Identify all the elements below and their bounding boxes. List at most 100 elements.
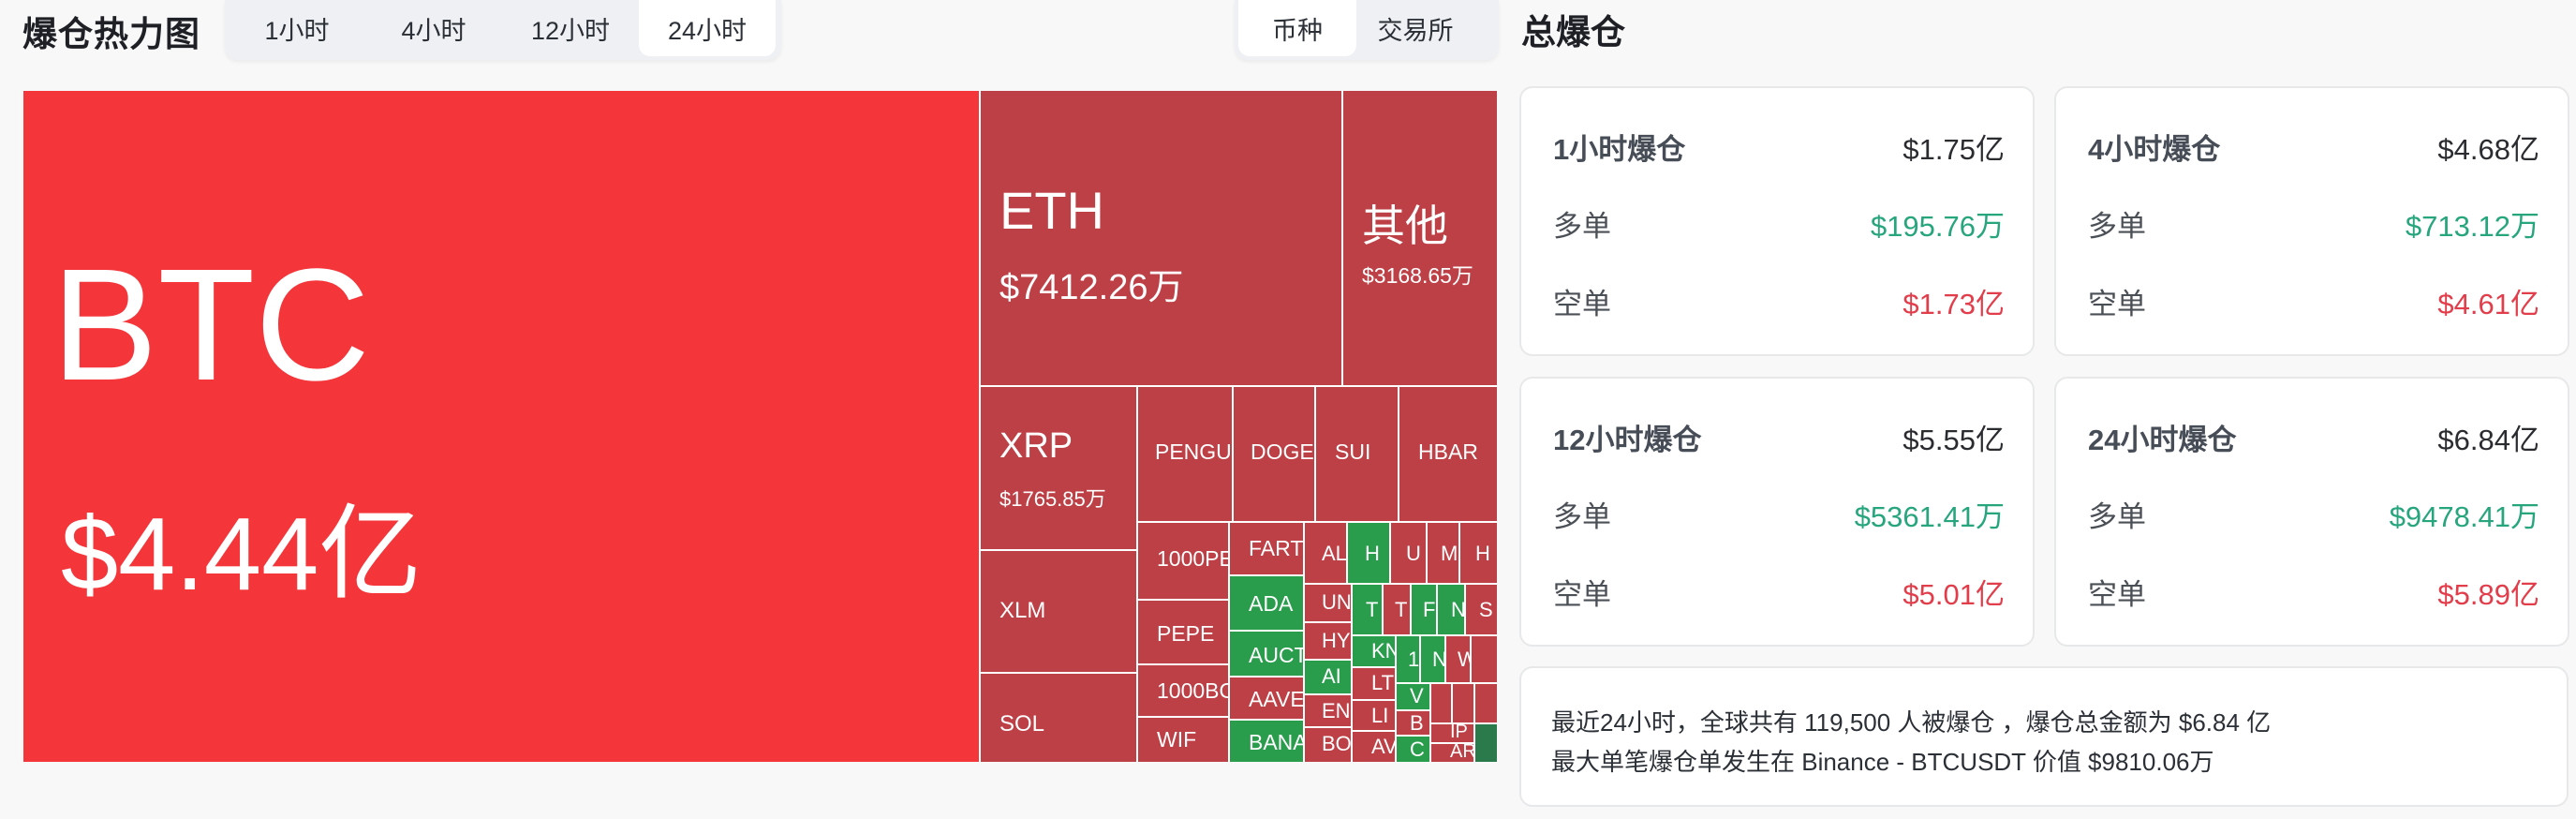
stat-card-12h: 12小时爆仓 $5.55亿 多单 $5361.41万 空单 $5.01亿	[1519, 377, 2035, 647]
cell-symbol: H	[1475, 542, 1490, 565]
cell-symbol: BO	[1322, 732, 1351, 755]
cell-value: $7412.26万	[999, 268, 1184, 307]
stat-card-4h: 4小时爆仓 $4.68亿 多单 $713.12万 空单 $4.61亿	[2054, 86, 2569, 356]
treemap-cell-ar[interactable]: AR	[1431, 744, 1473, 762]
treemap-cell-fart[interactable]: FART	[1230, 523, 1303, 574]
treemap-cell-n2[interactable]: N	[1421, 636, 1444, 682]
treemap-cell-h1[interactable]: H	[1348, 523, 1389, 583]
treemap-cell-aave[interactable]: AAVE	[1230, 678, 1303, 719]
treemap-cell-al[interactable]: AL	[1305, 523, 1346, 583]
cell-symbol: AV	[1371, 735, 1395, 758]
long-amount: $9478.41万	[2389, 500, 2539, 533]
treemap-cell-n1[interactable]: N	[1438, 585, 1464, 634]
treemap-cell-1[interactable]: 1	[1397, 636, 1419, 682]
treemap-cell-f[interactable]: F	[1412, 585, 1436, 634]
cell-symbol: UN	[1322, 590, 1351, 614]
treemap-cell-others[interactable]: 其他 $3168.65万	[1343, 91, 1497, 385]
treemap-cell-misc1[interactable]	[1472, 636, 1497, 682]
treemap-cell-s[interactable]: S	[1466, 585, 1497, 634]
treemap-cell-auct[interactable]: AUCT	[1230, 632, 1303, 676]
cell-symbol: BANA	[1249, 730, 1303, 754]
treemap-cell-misc4[interactable]	[1475, 684, 1497, 722]
treemap-cell-xrp[interactable]: XRP $1765.85万	[981, 387, 1136, 549]
cell-symbol: EN	[1322, 699, 1351, 722]
treemap-cell-h2[interactable]: H	[1460, 523, 1497, 583]
tab-coin[interactable]: 币种	[1238, 0, 1356, 56]
treemap-cell-xlm[interactable]: XLM	[981, 551, 1136, 672]
treemap-cell-u[interactable]: U	[1391, 523, 1426, 583]
treemap-cell-misc2[interactable]	[1431, 684, 1451, 722]
cell-value: $3168.65万	[1362, 263, 1473, 288]
cell-symbol: AL	[1322, 542, 1346, 565]
treemap-cell-wif[interactable]: WIF	[1138, 718, 1228, 762]
treemap-cell-hy[interactable]: HY	[1305, 623, 1351, 659]
cell-value: $1765.85万	[999, 487, 1106, 511]
tab-4h[interactable]: 4小时	[401, 16, 466, 45]
treemap-cell-1000pe[interactable]: 1000PE	[1138, 523, 1228, 599]
treemap-cell-doge[interactable]: DOGE	[1234, 387, 1314, 521]
treemap-cell-ai[interactable]: AI	[1305, 661, 1351, 693]
info-total-line: 最近24小时，全球共有 119,500 人被爆仓 ，爆仓总金额为 $6.84 亿	[1551, 708, 2272, 737]
tab-1h[interactable]: 1小时	[264, 16, 330, 45]
cell-symbol: B	[1410, 711, 1424, 735]
treemap-cell-ip[interactable]: IP	[1431, 724, 1473, 742]
cell-symbol: 1	[1408, 648, 1419, 671]
cell-symbol: AAVE	[1249, 687, 1303, 711]
cell-symbol: U	[1406, 542, 1421, 565]
long-amount: $5361.41万	[1854, 500, 2005, 533]
treemap-cell-kn[interactable]: KN	[1353, 636, 1395, 666]
treemap-cell-eth[interactable]: ETH $7412.26万	[981, 91, 1341, 385]
cell-symbol: ETH	[999, 181, 1104, 240]
treemap-cell-t1[interactable]: T	[1353, 585, 1382, 634]
stat-card-24h: 24小时爆仓 $6.84亿 多单 $9478.41万 空单 $5.89亿	[2054, 377, 2569, 647]
treemap-cell-1000bo[interactable]: 1000BO	[1138, 665, 1228, 716]
treemap-cell-misc3[interactable]	[1453, 684, 1473, 722]
liquidation-info-card: 最近24小时，全球共有 119,500 人被爆仓 ，爆仓总金额为 $6.84 亿…	[1519, 666, 2569, 807]
treemap-cell-lt[interactable]: LT	[1353, 668, 1395, 699]
cell-symbol: BTC	[52, 236, 370, 414]
cell-symbol: N	[1432, 648, 1444, 671]
treemap-cell-t2[interactable]: T	[1384, 585, 1410, 634]
cell-symbol: PEPE	[1157, 621, 1215, 646]
cell-symbol: LT	[1371, 671, 1395, 694]
treemap-cell-pepe[interactable]: PEPE	[1138, 601, 1228, 663]
cell-symbol: 1000BO	[1157, 678, 1228, 703]
stat-label: 12小时爆仓	[1553, 424, 1702, 456]
cell-symbol: F	[1423, 598, 1436, 621]
tab-24h[interactable]: 24小时	[639, 0, 776, 56]
treemap-cell-ada[interactable]: ADA	[1230, 576, 1303, 630]
tab-exchange[interactable]: 交易所	[1377, 16, 1454, 45]
treemap-cell-pengu[interactable]: PENGU	[1138, 387, 1232, 521]
tab-12h[interactable]: 12小时	[530, 16, 611, 45]
treemap-cell-li[interactable]: LI	[1353, 701, 1395, 730]
cell-symbol: AUCT	[1249, 643, 1303, 667]
cell-symbol: 1000PE	[1157, 546, 1228, 571]
short-amount: $5.01亿	[1902, 578, 2005, 611]
cell-symbol: IP	[1450, 724, 1468, 742]
treemap-cell-btc[interactable]: BTC $4.44亿	[23, 91, 979, 762]
treemap-cell-sol[interactable]: SOL	[981, 674, 1136, 762]
treemap-cell-m[interactable]: M	[1428, 523, 1458, 583]
cell-symbol: W	[1458, 648, 1470, 671]
treemap-cell-en[interactable]: EN	[1305, 695, 1351, 726]
treemap-cell-v[interactable]: V	[1397, 684, 1429, 709]
treemap-cell-b[interactable]: B	[1397, 711, 1429, 735]
summary-title: 总爆仓	[1521, 13, 1625, 52]
cell-symbol: V	[1410, 684, 1424, 707]
cell-symbol: T	[1366, 598, 1379, 621]
treemap-cell-w[interactable]: W	[1446, 636, 1470, 682]
long-amount: $195.76万	[1870, 210, 2005, 243]
treemap-cell-av[interactable]: AV	[1353, 732, 1395, 762]
treemap-cell-sui[interactable]: SUI	[1316, 387, 1398, 521]
cell-symbol: KN	[1371, 639, 1395, 663]
treemap-cell-bo[interactable]: BO	[1305, 728, 1351, 762]
stat-total: $5.55亿	[1902, 424, 2005, 456]
long-amount: $713.12万	[2405, 210, 2539, 243]
treemap-cell-misc5[interactable]	[1475, 724, 1497, 762]
treemap-cell-c[interactable]: C	[1397, 737, 1429, 762]
treemap-cell-un[interactable]: UN	[1305, 585, 1351, 621]
treemap-cell-bana[interactable]: BANA	[1230, 721, 1303, 762]
treemap-cell-hbar[interactable]: HBAR	[1399, 387, 1497, 521]
cell-symbol: ADA	[1249, 591, 1294, 616]
stat-label: 1小时爆仓	[1553, 133, 1686, 166]
